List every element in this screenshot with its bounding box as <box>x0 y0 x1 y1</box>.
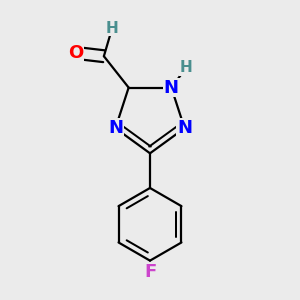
Text: N: N <box>164 79 179 97</box>
Text: N: N <box>108 119 123 137</box>
Text: H: H <box>180 60 193 75</box>
Text: H: H <box>106 21 118 36</box>
Text: N: N <box>177 119 192 137</box>
Text: F: F <box>144 263 156 281</box>
Text: O: O <box>68 44 83 62</box>
